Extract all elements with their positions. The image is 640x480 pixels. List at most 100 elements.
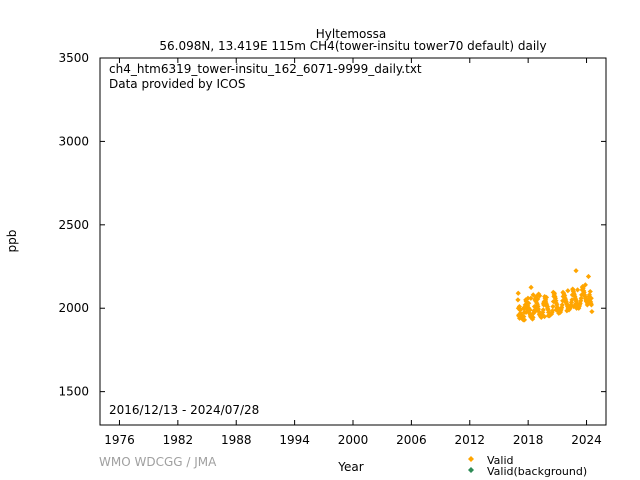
valid-data-point — [539, 312, 545, 318]
valid-data-point — [580, 291, 587, 297]
x-tick-label: 2024 — [571, 433, 602, 447]
y-tick-label: 2500 — [58, 218, 89, 232]
valid-data-point — [521, 313, 527, 320]
valid-data-point — [544, 303, 551, 310]
valid-data-point — [527, 307, 533, 313]
valid-data-point — [515, 290, 521, 296]
valid-data-point — [515, 305, 522, 311]
x-tick-label: 1994 — [279, 433, 310, 447]
valid-data-point — [584, 302, 590, 308]
data-points — [515, 268, 595, 323]
valid-data-point — [525, 303, 531, 309]
date-range-annotation: 2016/12/13 - 2024/07/28 — [109, 403, 259, 417]
provider-annotation: Data provided by ICOS — [109, 77, 245, 91]
x-tick-label: 2018 — [513, 433, 544, 447]
valid-data-point — [561, 297, 567, 303]
y-tick-label: 3500 — [58, 51, 89, 65]
valid-data-point — [577, 300, 583, 306]
valid-data-point — [528, 295, 534, 301]
valid-data-point — [574, 305, 580, 311]
valid-data-point — [555, 308, 561, 314]
y-tick-label: 3000 — [58, 134, 89, 148]
credit-text: WMO WDCGG / JMA — [99, 455, 217, 469]
x-tick-label: 2012 — [454, 433, 485, 447]
x-tick-label: 2006 — [396, 433, 427, 447]
chart-subtitle: 56.098N, 13.419E 115m CH4(tower-insitu t… — [159, 39, 546, 53]
valid-data-point — [588, 302, 595, 308]
valid-data-point — [545, 313, 551, 319]
valid-data-point — [530, 314, 536, 321]
valid-data-point — [568, 299, 575, 305]
valid-data-point — [520, 305, 527, 311]
valid-data-point — [535, 296, 541, 302]
valid-data-point — [563, 299, 569, 305]
valid-data-point — [516, 315, 523, 321]
valid-data-point — [531, 309, 537, 315]
valid-data-point — [582, 282, 588, 288]
valid-data-point — [540, 300, 547, 306]
valid-data-point — [554, 302, 560, 308]
valid-data-point — [550, 303, 556, 310]
x-tick-label: 2000 — [338, 433, 369, 447]
valid-data-point — [516, 313, 522, 319]
legend-background-label: Valid(background) — [487, 465, 587, 478]
valid-data-point — [534, 305, 540, 311]
y-axis-label: ppb — [5, 230, 19, 253]
valid-data-point — [587, 288, 593, 295]
x-axis-label: Year — [337, 460, 363, 474]
filename-annotation: ch4_htm6319_tower-insitu_162_6071-9999_d… — [109, 62, 422, 76]
legend: Valid Valid(background) — [468, 454, 587, 478]
valid-data-point — [530, 292, 536, 298]
valid-data-point — [545, 309, 552, 315]
legend-background-marker — [468, 467, 474, 473]
legend-valid-marker — [468, 456, 474, 462]
valid-data-point — [540, 309, 546, 315]
x-tick-label: 1976 — [104, 433, 135, 447]
valid-data-point — [521, 317, 528, 323]
valid-data-point — [565, 288, 571, 294]
valid-data-point — [515, 297, 521, 303]
x-axis: 1976 1982 1988 1994 2000 2006 2012 2018 2024 — [104, 58, 602, 447]
valid-data-point — [537, 293, 543, 299]
valid-data-point — [552, 295, 558, 301]
valid-data-point — [583, 298, 589, 305]
chart-title: Hyltemossa — [316, 27, 386, 41]
valid-data-point — [551, 292, 557, 298]
valid-data-point — [554, 305, 560, 311]
valid-data-point — [550, 289, 556, 295]
valid-data-point — [579, 284, 586, 290]
valid-data-point — [573, 301, 579, 307]
valid-data-point — [540, 307, 546, 313]
valid-data-point — [585, 273, 592, 280]
valid-data-point — [541, 313, 548, 320]
valid-data-point — [570, 286, 576, 292]
y-tick-label: 2000 — [58, 301, 89, 315]
valid-data-point — [574, 287, 581, 293]
x-tick-label: 1982 — [163, 433, 194, 447]
valid-data-point — [564, 308, 570, 314]
valid-data-point — [588, 295, 594, 301]
valid-data-point — [523, 309, 529, 315]
valid-data-point — [559, 302, 565, 308]
valid-data-point — [525, 295, 531, 301]
valid-data-point — [528, 284, 534, 290]
legend-valid-label: Valid — [487, 454, 514, 467]
valid-data-point — [526, 300, 532, 306]
x-tick-label: 1988 — [221, 433, 252, 447]
valid-data-point — [573, 268, 579, 274]
plot-frame — [99, 57, 607, 426]
valid-data-point — [543, 294, 550, 300]
valid-data-point — [549, 308, 556, 314]
y-axis: 1500 2000 2500 3000 3500 — [58, 51, 606, 399]
valid-data-point — [578, 295, 584, 301]
valid-data-point — [560, 289, 566, 295]
valid-data-point — [589, 308, 595, 315]
y-tick-label: 1500 — [58, 385, 89, 399]
valid-data-point — [526, 305, 532, 311]
valid-data-point — [562, 293, 568, 299]
valid-data-point — [531, 303, 538, 310]
valid-data-point — [536, 308, 542, 315]
valid-data-point — [542, 298, 549, 305]
valid-data-point — [533, 308, 539, 314]
